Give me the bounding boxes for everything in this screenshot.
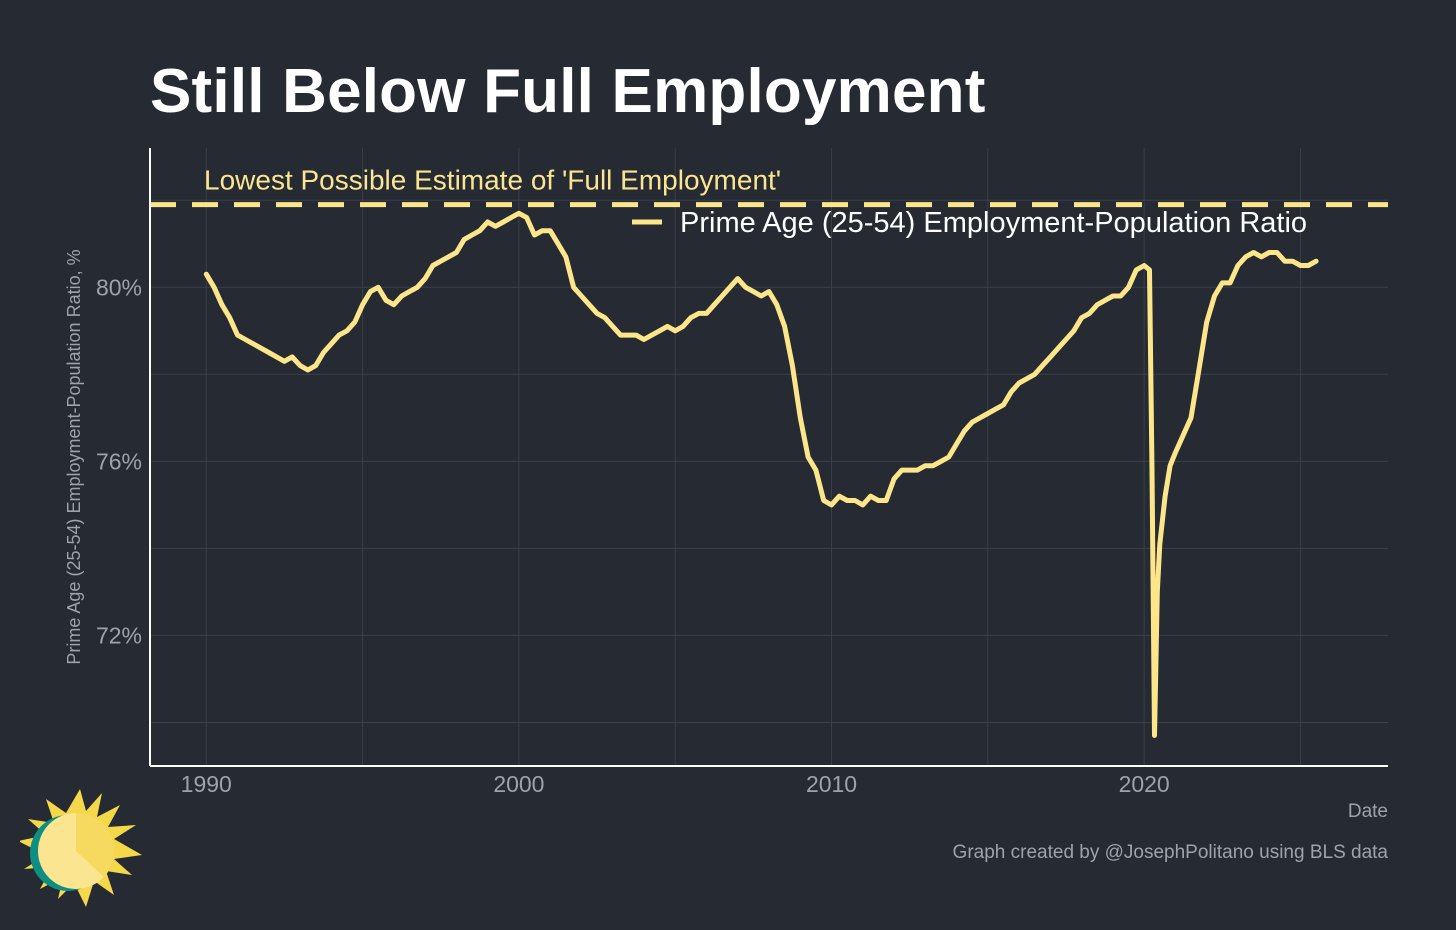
tick-labels: 1990 2000 2010 2020 72% 76% 80% <box>96 274 1170 797</box>
legend-entry-label: Prime Age (25-54) Employment-Population … <box>680 207 1307 239</box>
x-tick-label-2020: 2020 <box>1119 771 1170 797</box>
series-line-group <box>203 210 1319 738</box>
y-tick-label-72: 72% <box>96 622 142 648</box>
axes <box>149 148 1388 767</box>
x-tick-label-2010: 2010 <box>806 771 857 797</box>
y-tick-label-76: 76% <box>96 448 142 474</box>
x-tick-label-2000: 2000 <box>493 771 544 797</box>
x-tick-label-1990: 1990 <box>181 771 232 797</box>
y-axis-label: Prime Age (25-54) Employment-Population … <box>64 249 84 664</box>
x-axis-label: Date <box>1348 801 1388 822</box>
source-caption: Graph created by @JosephPolitano using B… <box>952 842 1388 863</box>
sun-logo-icon <box>20 789 142 907</box>
legend: Prime Age (25-54) Employment-Population … <box>632 207 1307 239</box>
sun-wedge <box>76 812 115 877</box>
y-tick-label-80: 80% <box>96 274 142 300</box>
chart-title: Still Below Full Employment <box>150 57 986 126</box>
reference-line-label: Lowest Possible Estimate of 'Full Employ… <box>204 165 781 196</box>
gridlines <box>150 148 1388 766</box>
series-line-0 <box>203 210 1319 738</box>
